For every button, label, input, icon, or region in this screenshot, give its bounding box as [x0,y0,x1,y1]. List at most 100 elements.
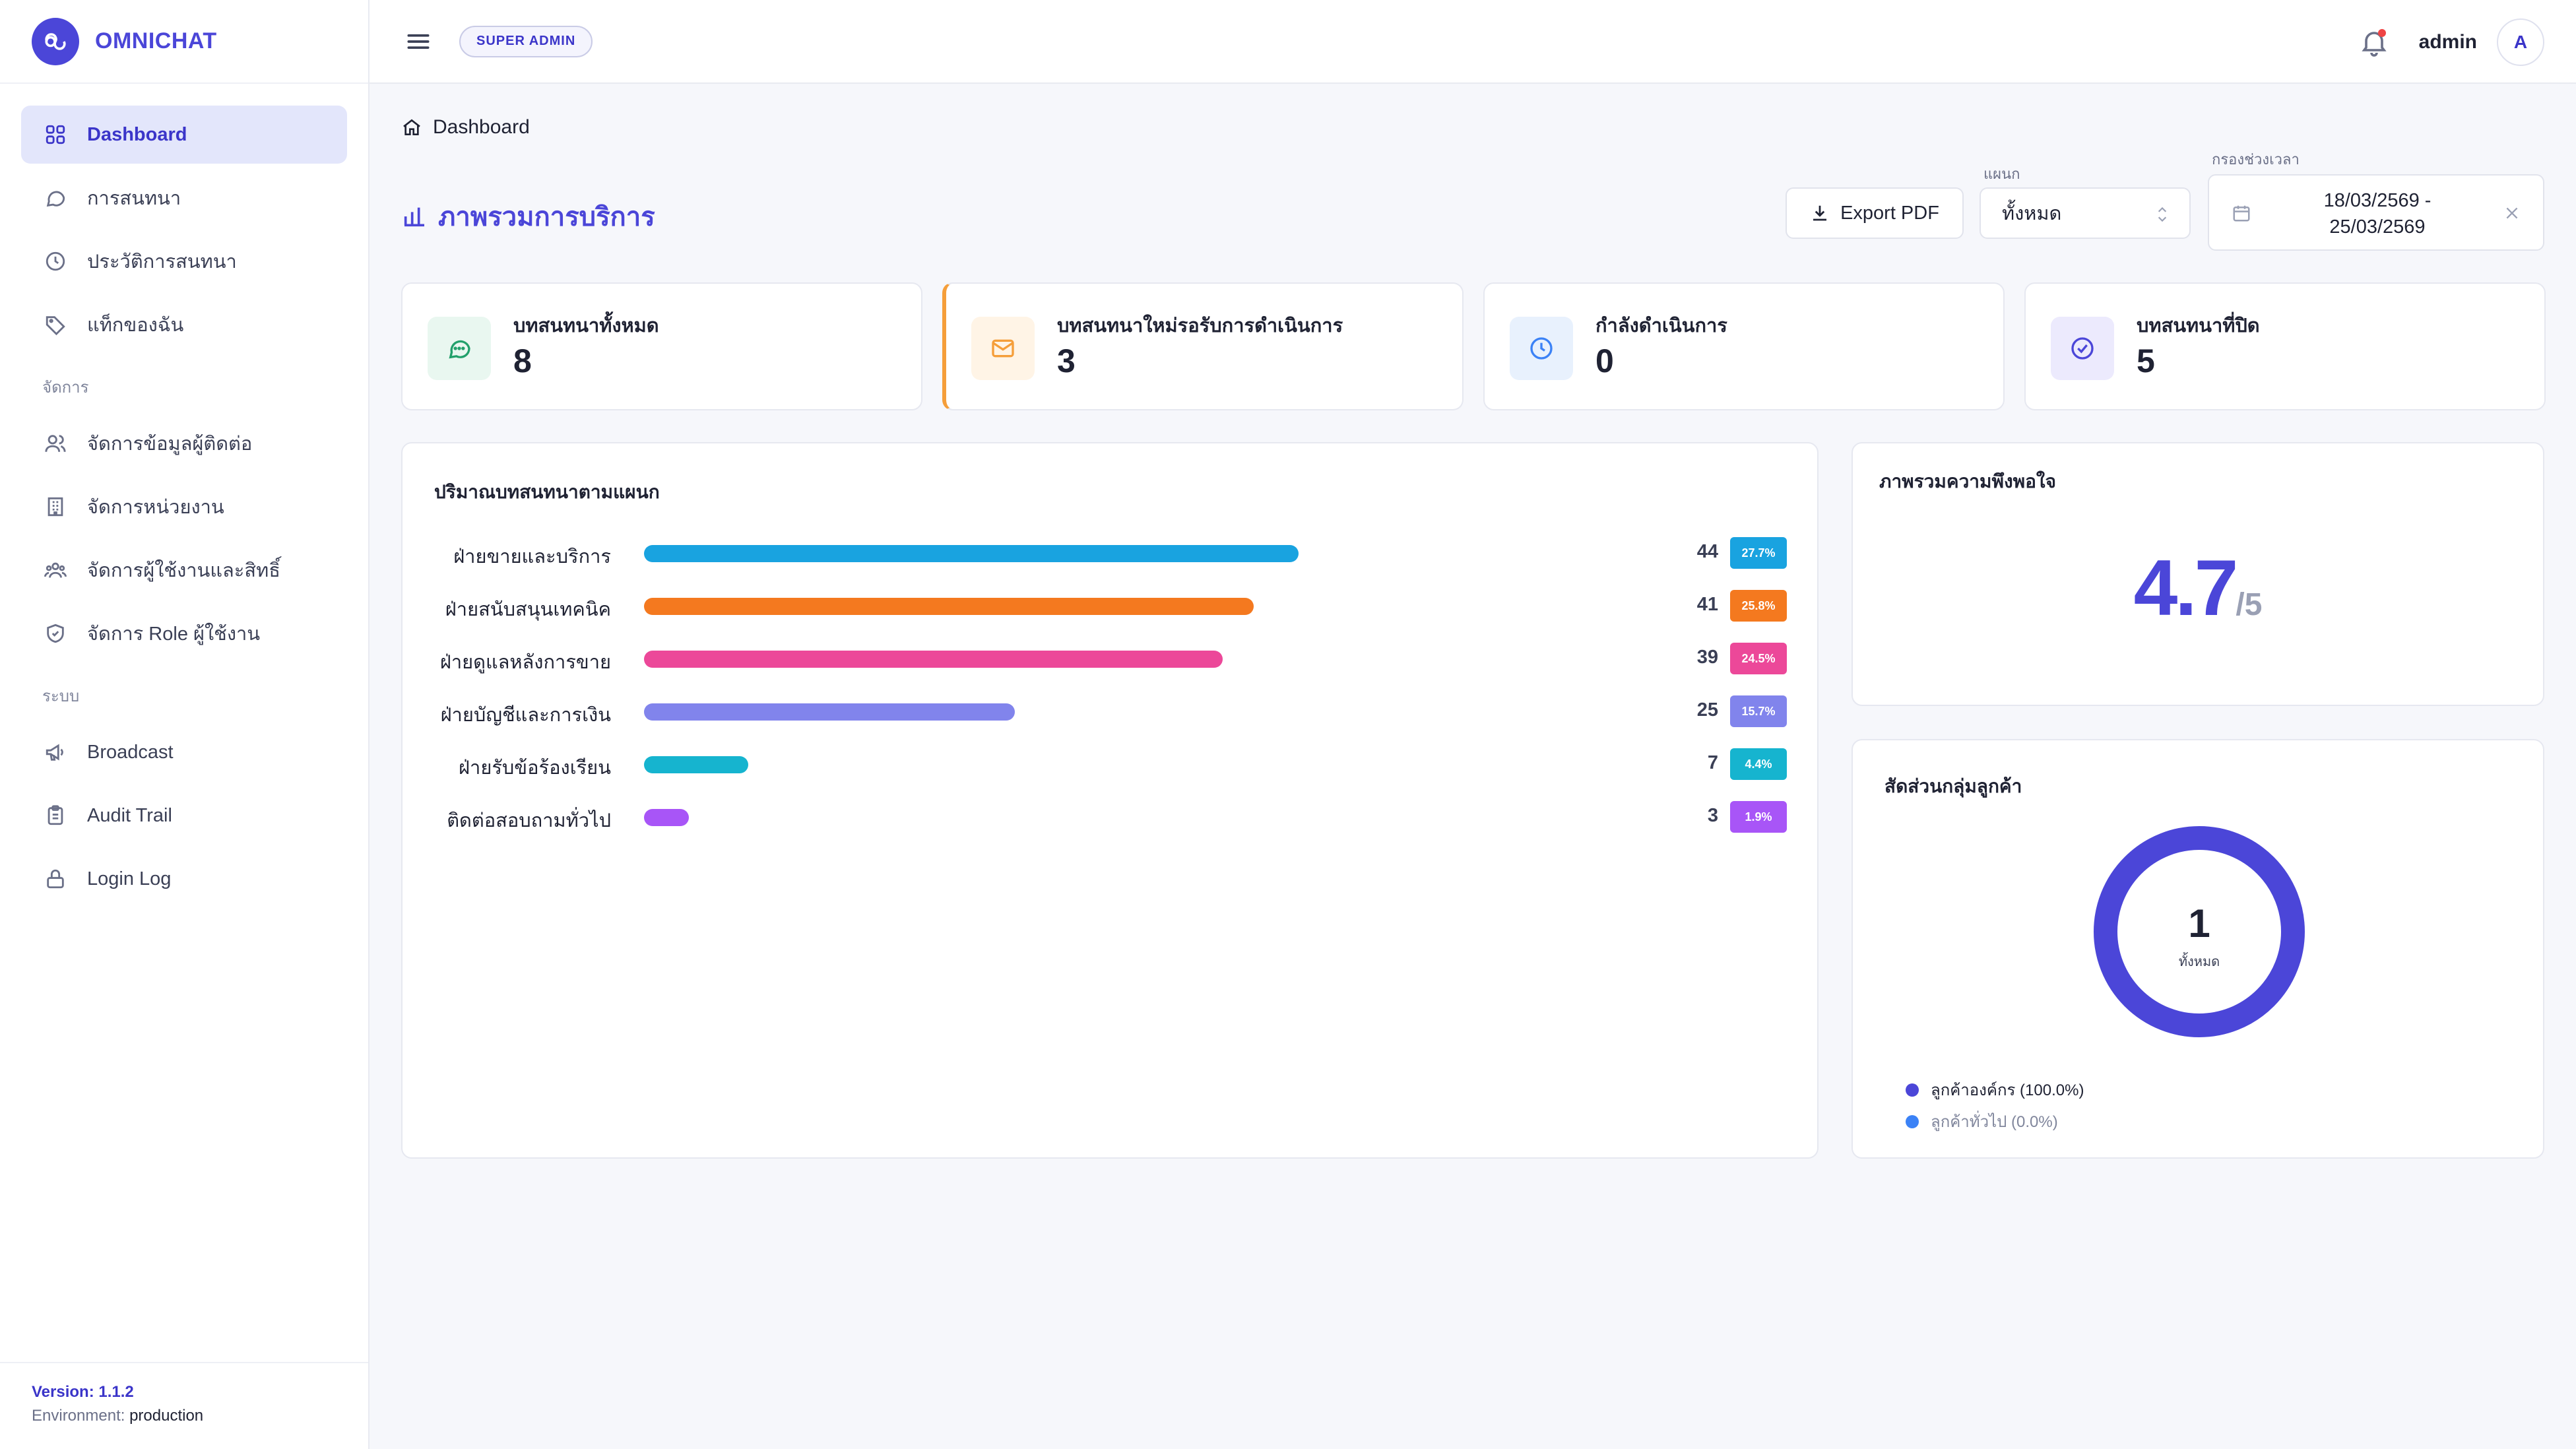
department-percent-badge: 15.7% [1730,695,1787,727]
menu-icon[interactable] [404,27,433,56]
bar-fill [644,703,1015,721]
stat-card-closed: บทสนทนาที่ปิด 5 [2024,282,2546,410]
department-count: 3 [1707,805,1718,826]
date-filter-label: กรองช่วงเวลา [2212,151,2300,168]
sidebar-item-contacts[interactable]: จัดการข้อมูลผู้ติดต่อ [21,414,347,472]
sidebar-item-label: จัดการ Role ผู้ใช้งาน [87,624,261,645]
satisfaction-panel: ภาพรวมความพึงพอใจ 4.7/5 [1852,442,2544,706]
username[interactable]: admin [2418,30,2477,53]
stat-value: 5 [2137,342,2155,379]
page-title: ภาพรวมการบริการ [401,195,655,238]
stat-label: บทสนทนาใหม่รอรับการดำเนินการ [1057,315,1343,337]
role-badge: SUPER ADMIN [459,25,593,57]
sidebar-item-login-log[interactable]: Login Log [21,850,347,908]
tag-icon [42,311,69,338]
export-pdf-label: Export PDF [1840,202,1939,224]
sidebar-section-manage: จัดการ [42,378,89,397]
building-icon [42,494,69,520]
stat-card-new: บทสนทนาใหม่รอรับการดำเนินการ 3 [942,282,1464,410]
department-count: 44 [1696,541,1718,562]
department-count: 39 [1696,647,1718,668]
sidebar-item-conversations[interactable]: การสนทนา [21,169,347,227]
bar-track [644,809,1792,826]
logo-icon [32,17,79,65]
header-actions: admin A [2358,0,2544,84]
top-header: SUPER ADMIN admin A [370,0,2576,84]
sidebar-item-label: แท็กของฉัน [87,315,184,336]
stat-icon-box [971,317,1035,380]
brand[interactable]: OMNICHAT [0,0,368,84]
sidebar-item-label: Login Log [87,868,172,889]
download-icon [1810,203,1830,223]
panel-title: สัดส่วนกลุ่มลูกค้า [1884,776,2022,796]
sidebar-item-dashboard[interactable]: Dashboard [21,106,347,164]
mail-icon [992,339,1014,358]
sidebar-item-my-tags[interactable]: แท็กของฉัน [21,296,347,354]
bar-fill [644,651,1223,668]
chat-icon [42,185,69,211]
stat-label: บทสนทนาทั้งหมด [513,315,659,337]
chat-icon [449,340,470,359]
sidebar-item-label: ประวัติการสนทนา [87,251,237,273]
breadcrumb: Dashboard [401,116,530,139]
legend-dot [1906,1114,1919,1128]
date-range-picker[interactable]: 18/03/2569 - 25/03/2569 [2208,174,2544,251]
sidebar-item-users[interactable]: จัดการผู้ใช้งานและสิทธิ์ [21,541,347,599]
score-denominator: /5 [2236,587,2263,622]
sidebar-item-broadcast[interactable]: Broadcast [21,723,347,781]
home-icon[interactable] [401,117,422,138]
stat-card-total: บทสนทนาทั้งหมด 8 [401,282,922,410]
sidebar-item-history[interactable]: ประวัติการสนทนา [21,232,347,290]
legend-dot [1906,1083,1919,1097]
avatar[interactable]: A [2497,18,2544,66]
donut-ring [2094,826,2305,1037]
bar-fill [644,545,1299,562]
bar-track [644,545,1792,562]
department-bar-row: ฝ่ายบัญชีและการเงิน 25 15.7% [402,693,1819,730]
sidebar-item-departments[interactable]: จัดการหน่วยงาน [21,478,347,536]
stat-icon-box [2051,317,2114,380]
clipboard-icon [42,802,69,829]
sidebar-item-audit-trail[interactable]: Audit Trail [21,787,347,845]
export-pdf-button[interactable]: Export PDF [1786,187,1964,239]
bar-track [644,651,1792,668]
grid-icon [42,121,69,148]
department-select[interactable]: ทั้งหมด [1980,187,2191,239]
page-title-text: ภาพรวมการบริการ [438,203,655,232]
date-from: 18/03/2569 - [2323,190,2431,211]
version-text: Version: 1.1.2 [32,1383,134,1401]
users-icon [42,557,69,583]
department-percent-badge: 4.4% [1730,748,1787,780]
breadcrumb-current: Dashboard [433,116,530,138]
donut-chart: 1 ทั้งหมด [2094,826,2305,1037]
bar-fill [644,809,689,826]
bar-fill [644,756,748,773]
stat-label: กำลังดำเนินการ [1595,315,1727,337]
sidebar: OMNICHAT Dashboard การสนทนา ประวัติการสน… [0,0,370,1449]
bar-chart-icon [401,203,428,230]
legend-item: ลูกค้าทั่วไป (0.0%) [1906,1109,2058,1134]
bar-track [644,756,1792,773]
department-percent-badge: 25.8% [1730,590,1787,622]
sidebar-item-roles[interactable]: จัดการ Role ผู้ใช้งาน [21,604,347,662]
department-percent-badge: 1.9% [1730,801,1787,833]
stat-value: 3 [1057,342,1076,379]
legend-label: ลูกค้าทั่วไป (0.0%) [1931,1113,2058,1131]
department-label: ติดต่อสอบถามทั่วไป [447,810,611,831]
sidebar-nav: Dashboard การสนทนา ประวัติการสนทนา แท็กข… [21,106,347,913]
shield-icon [42,620,69,647]
stat-icon-box [428,317,491,380]
department-bar-row: ฝ่ายขายและบริการ 44 27.7% [402,534,1819,571]
department-percent-badge: 24.5% [1730,643,1787,674]
department-percent-badge: 27.7% [1730,537,1787,569]
bar-fill [644,598,1254,615]
donut-total: 1 [2188,901,2210,946]
department-label: ฝ่ายสนับสนุนเทคนิค [445,599,611,620]
megaphone-icon [42,739,69,765]
department-volume-panel: ปริมาณบทสนทนาตามแผนก ฝ่ายขายและบริการ 44 2… [401,442,1819,1159]
sidebar-item-label: Dashboard [87,123,187,145]
close-icon[interactable] [2503,205,2521,222]
bell-icon[interactable] [2358,26,2390,58]
divider [0,1362,368,1363]
donut-total-label: ทั้งหมด [2179,952,2220,969]
